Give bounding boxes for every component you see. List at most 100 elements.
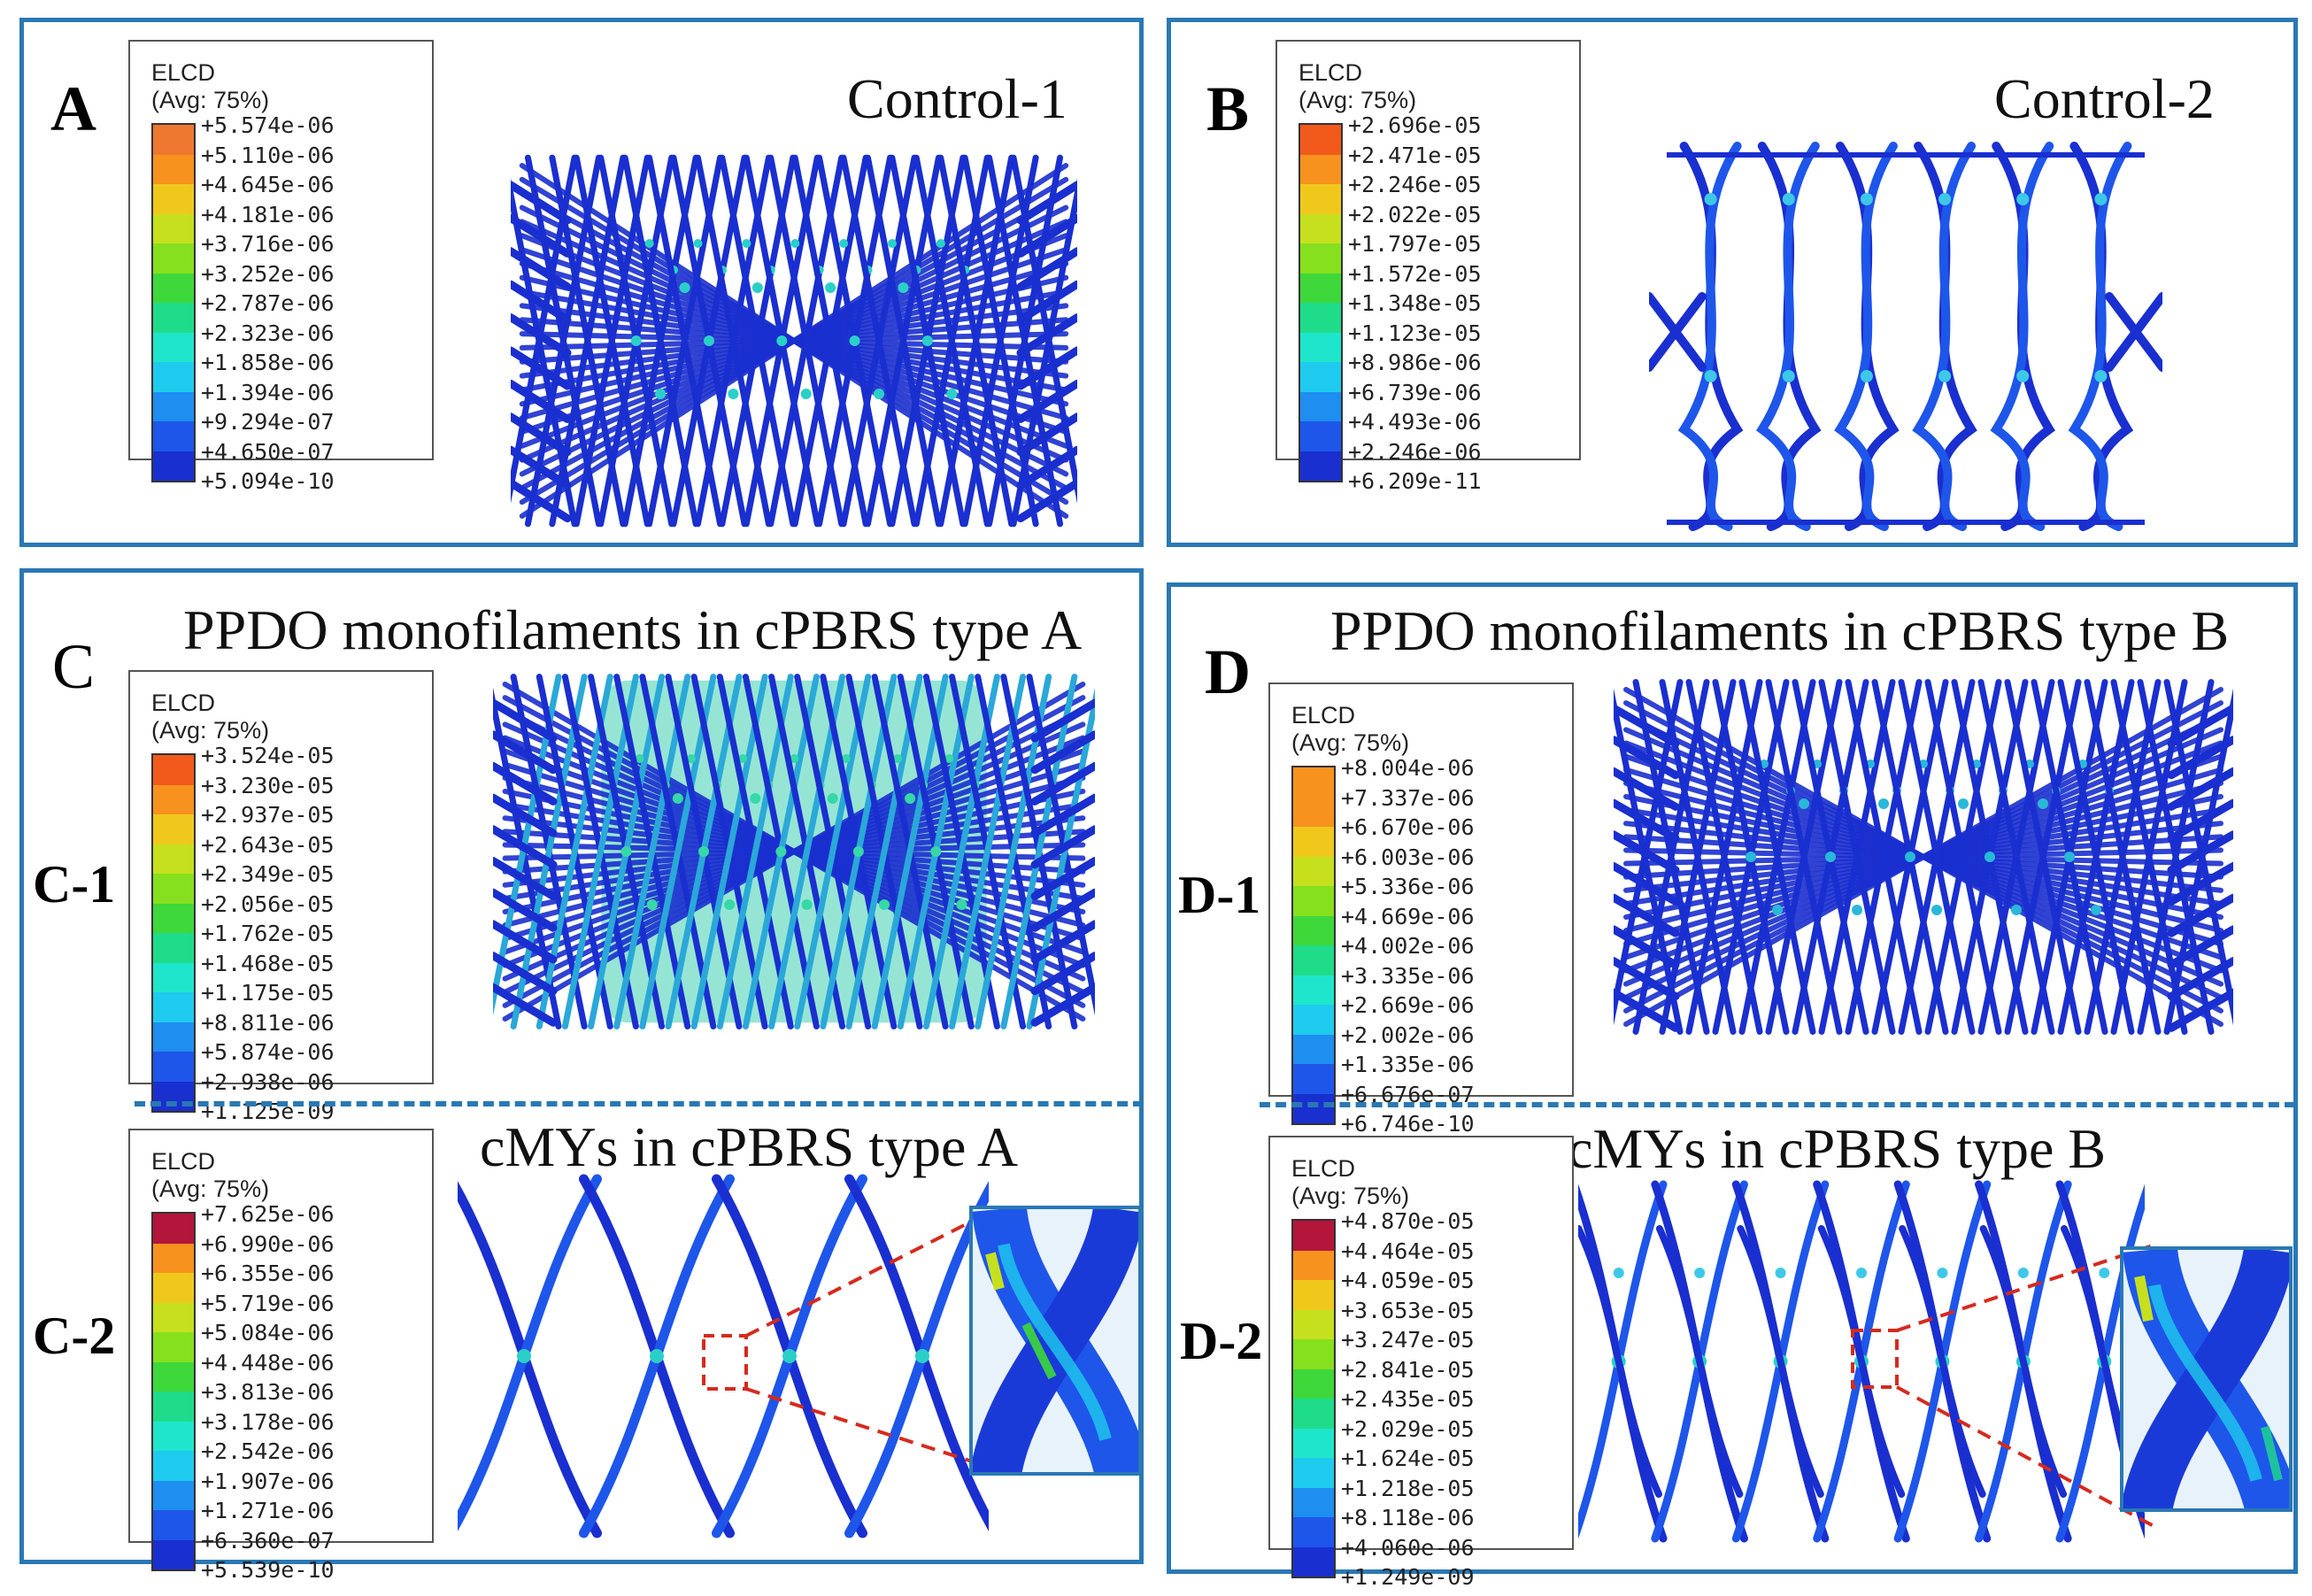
stent-wire [1016, 479, 1077, 523]
legend-color-swatch [153, 1480, 194, 1510]
legend-color-swatch [153, 933, 194, 963]
legend-color-swatch [153, 1539, 194, 1569]
legend-color-swatch [1293, 1546, 1334, 1577]
legend-value: +1.348e-05 [1348, 290, 1482, 316]
legend-color-swatch [153, 421, 194, 451]
legend-value: +8.811e-06 [201, 1009, 335, 1036]
legend-value: +3.230e-05 [201, 772, 335, 798]
stent-wire [1614, 862, 1680, 906]
stent-wire [1016, 346, 1077, 390]
stress-spot [751, 282, 763, 293]
stress-spot [650, 1349, 664, 1363]
stress-spot [2099, 1268, 2110, 1278]
stress-spot [936, 239, 945, 248]
stress-spot [655, 389, 667, 399]
panel-title-a: Control-1 [847, 67, 1067, 130]
stress-spot [1746, 852, 1756, 862]
legend-color-swatch [1293, 797, 1334, 827]
legend-value: +3.716e-06 [201, 231, 335, 257]
legend-value: +4.650e-07 [201, 438, 335, 465]
legend-b: ELCD (Avg: 75%) +2.696e-05 +2.471e-05 +2.246… [1275, 40, 1581, 494]
legend-value: +5.336e-06 [1341, 874, 1475, 899]
legend-color-swatch [1300, 391, 1341, 421]
legend-value: +2.696e-05 [1348, 112, 1482, 138]
stress-spot [1938, 370, 1952, 382]
stent-wire [1016, 280, 1077, 324]
stent-wire [1614, 767, 1680, 811]
legend-value: +6.746e-10 [1341, 1111, 1475, 1137]
legend-variable: ELCD [1299, 59, 1363, 86]
stent-wire [2167, 893, 2233, 937]
stress-spot [852, 846, 864, 857]
legend-value: +2.323e-06 [201, 320, 335, 346]
stress-spot [630, 335, 642, 346]
stent-wire [1924, 679, 2002, 1035]
stent-wire [1990, 142, 2054, 531]
stress-spot [921, 335, 933, 346]
stress-spot [790, 754, 799, 763]
stent-wire [2105, 292, 2162, 372]
stent-wire [1765, 679, 1843, 1035]
legend-color-swatch [1300, 421, 1341, 451]
stent-wire [2167, 988, 2233, 1032]
legend-color-bar [151, 1212, 196, 1571]
legend-color-swatch [153, 391, 194, 421]
legend-variable: ELCD [151, 1148, 216, 1175]
stent-wire [1614, 893, 1680, 937]
legend-averaging: (Avg: 75%) [1291, 729, 1410, 757]
legend-value: +2.937e-05 [201, 802, 335, 828]
stent-wires [1578, 1180, 2145, 1543]
legend-color-swatch [1293, 1339, 1334, 1369]
stent-wire [2167, 830, 2233, 875]
panel-label-a: A [50, 73, 96, 144]
stress-spot [930, 846, 942, 857]
panel-a: A Control-1 ELCD (Avg: 75%) +5.574e-06 +5.1… [19, 18, 1144, 547]
stent-wire [1030, 983, 1095, 1027]
stress-spot [2011, 905, 2022, 915]
legend-color-swatch [1300, 243, 1341, 274]
section-divider-c [135, 1101, 1144, 1106]
legend-value: +1.858e-06 [201, 350, 335, 375]
stent-wire [2137, 679, 2215, 1035]
stent-wires [493, 674, 1095, 1029]
legend-color-swatch [1293, 1034, 1334, 1064]
legend-value: +2.022e-05 [1348, 201, 1482, 227]
stent-wire [639, 674, 717, 1029]
legend-color-swatch [153, 213, 194, 243]
stress-spot [2091, 905, 2101, 915]
stent-wire [536, 674, 613, 1029]
stent-wire [613, 674, 691, 1029]
stent-wires [1614, 679, 2233, 1035]
stent-wire [1016, 412, 1077, 457]
stress-spot [742, 239, 751, 248]
stent-wire [493, 730, 558, 775]
legend-color-swatch [1300, 332, 1341, 362]
stress-spot [1860, 193, 1873, 205]
stress-spot [1958, 798, 1969, 809]
stent-wire [1898, 679, 1976, 1035]
legend-averaging: (Avg: 75%) [151, 1176, 270, 1203]
zoom-line-bottom-c2 [745, 1387, 990, 1469]
stress-spot [2016, 370, 2030, 382]
legend-value: +5.574e-06 [201, 112, 335, 138]
stress-spot [841, 754, 851, 763]
legend-value: +4.060e-06 [1341, 1534, 1475, 1561]
legend-value: +1.797e-05 [1348, 231, 1482, 257]
stress-spot [738, 754, 748, 763]
legend-values: +2.696e-05 +2.471e-05 +2.246e-05 +2.022e-05… [1348, 111, 1482, 497]
stent-wire [493, 952, 558, 996]
legend-color-swatch [153, 362, 194, 392]
legend-value: +1.394e-06 [201, 379, 335, 405]
stent-wire [1030, 920, 1095, 964]
legend-variable: ELCD [1291, 1155, 1356, 1182]
stent-wire [511, 247, 572, 291]
stress-spot [2038, 798, 2048, 809]
stent-wire [1737, 1225, 1824, 1498]
sub-label-d1: D-1 [1178, 866, 1261, 924]
zoom-line-top-c2 [745, 1211, 990, 1338]
stress-spot [946, 389, 958, 399]
stress-spot [750, 793, 761, 804]
stress-spot [1613, 1268, 1624, 1278]
stent-wire [493, 793, 558, 837]
legend-color-swatch [1293, 1369, 1334, 1399]
